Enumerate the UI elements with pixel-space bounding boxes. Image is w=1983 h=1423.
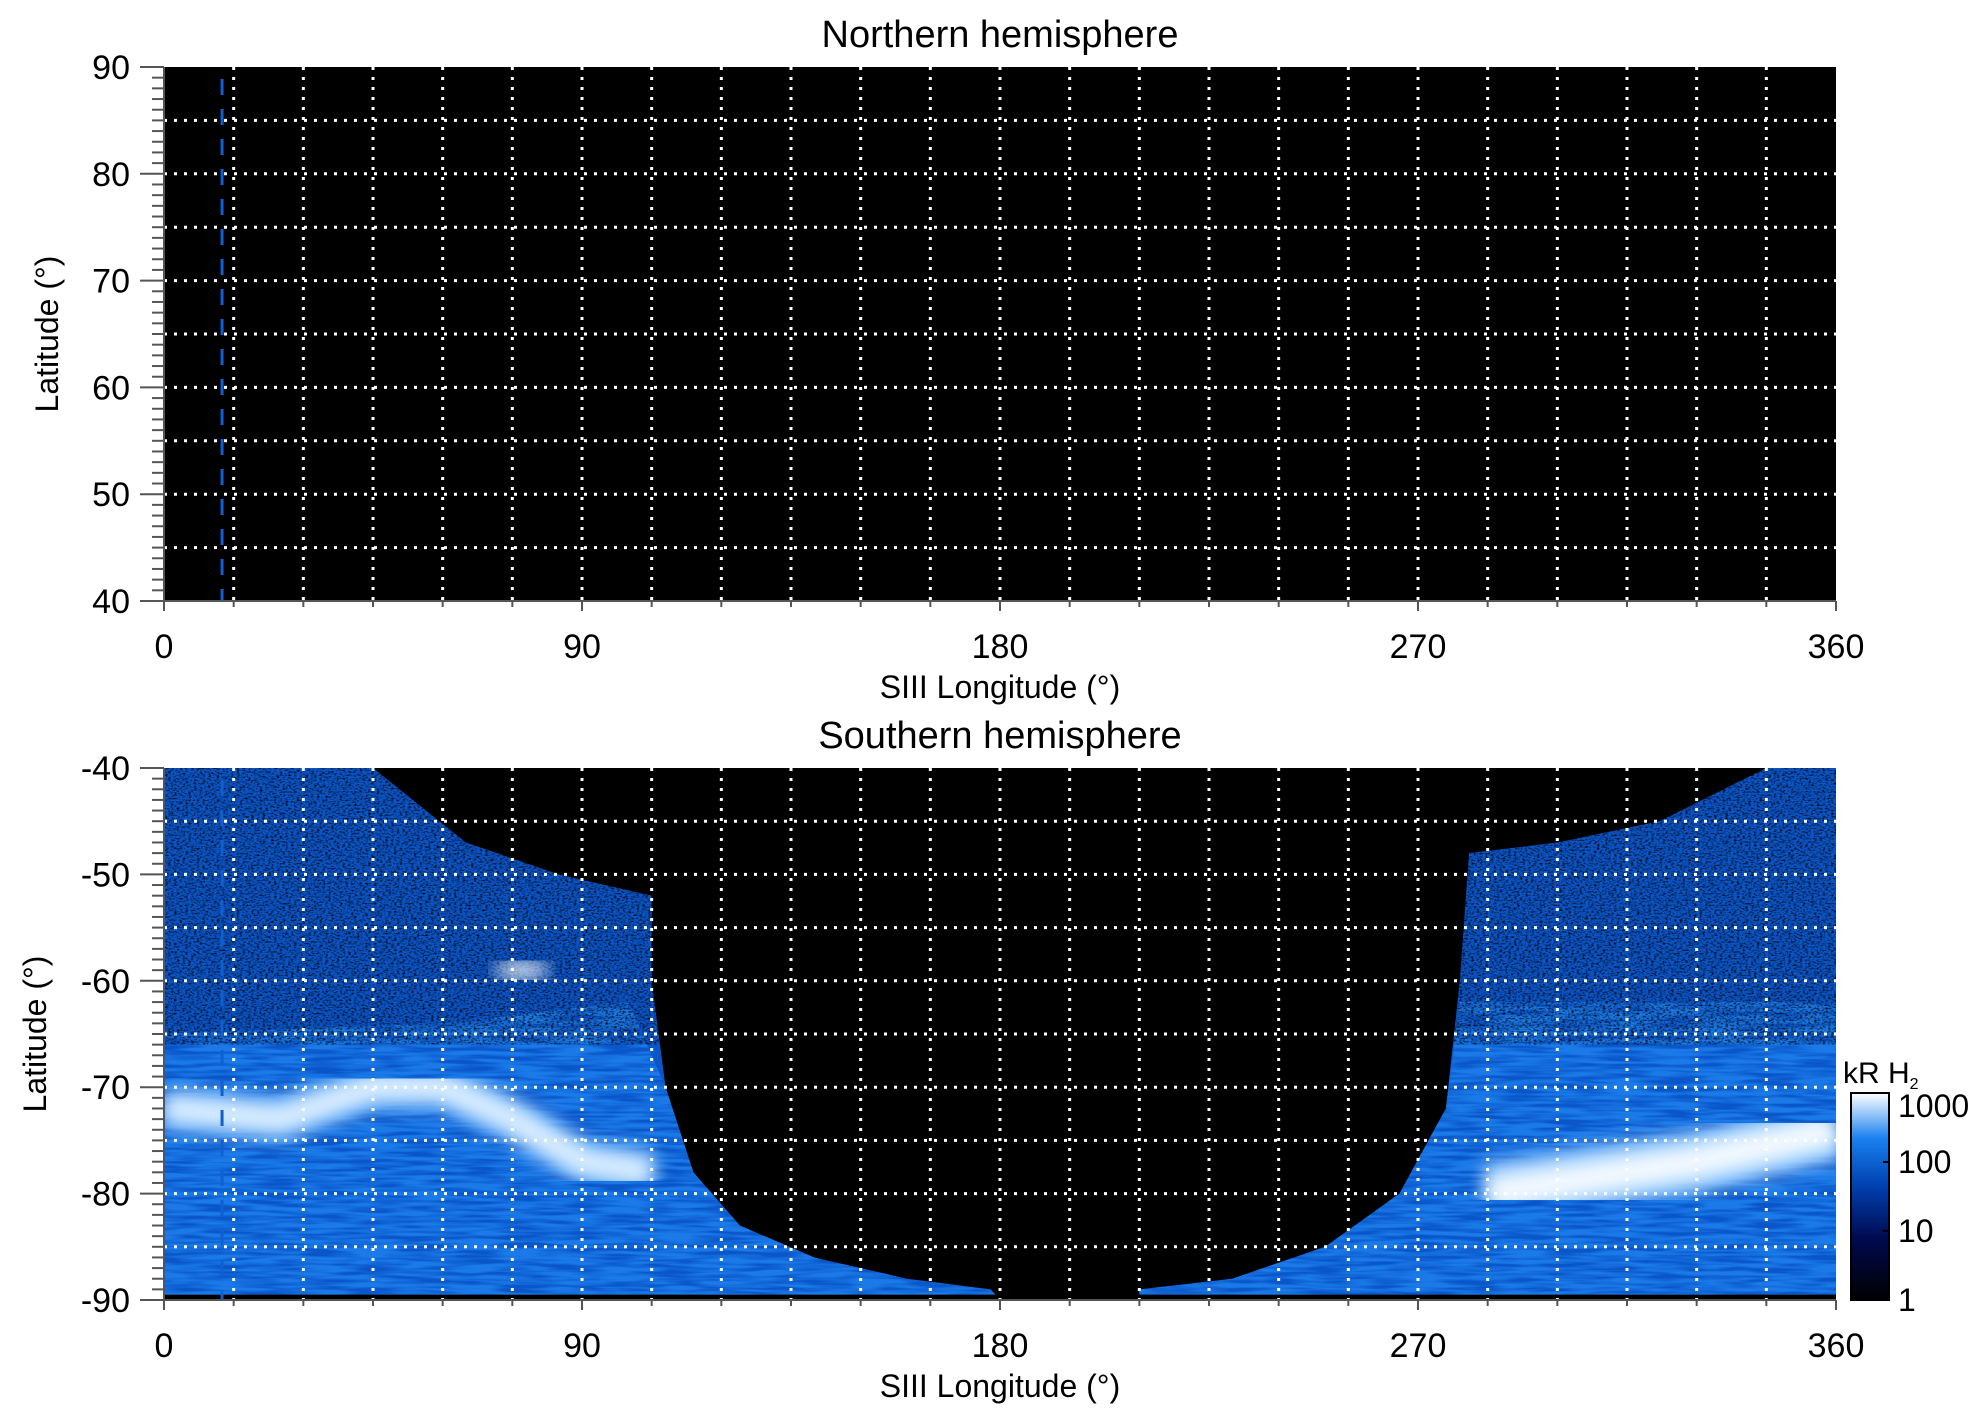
- panel-title: Southern hemisphere: [818, 715, 1181, 757]
- x-tick-label: 270: [1390, 1327, 1447, 1365]
- x-tick-label: 360: [1808, 1327, 1865, 1365]
- main-oval-core-right: [1485, 1115, 1836, 1209]
- x-tick-label: 180: [972, 1327, 1029, 1365]
- y-axis-label: Latitude (°): [29, 256, 65, 413]
- northern-hemisphere-panel: 0 90 180 270 360 40 50 60 70 80 90 Northern hemisph…: [29, 14, 1864, 705]
- x-tick-label: 180: [972, 628, 1029, 666]
- southern-hemisphere-panel: 0 90 180 270 360 -90 -80 -70 -60 -50 -40 Southern h…: [17, 715, 1864, 1404]
- colorbar-tick-label: 1000: [1898, 1088, 1969, 1124]
- colorbar: kR H2 1 10 100 1000: [1843, 1057, 1969, 1318]
- y-tick-label: 40: [92, 583, 130, 621]
- y-tick-label: 80: [92, 156, 130, 194]
- x-axis-label: SIII Longitude (°): [880, 669, 1120, 705]
- emission-lower-right: [1139, 1002, 1836, 1300]
- colorbar-tick-label: 100: [1898, 1144, 1951, 1180]
- x-tick-label: 90: [563, 1327, 601, 1365]
- y-tick-label: 50: [92, 476, 130, 514]
- x-tick-label: 270: [1390, 628, 1447, 666]
- y-tick-label: -40: [81, 750, 130, 788]
- y-tick-label: -70: [81, 1069, 130, 1107]
- colorbar-label: kR H2: [1843, 1057, 1919, 1093]
- x-axis-label: SIII Longitude (°): [880, 1368, 1120, 1404]
- colorbar-gradient: [1850, 1092, 1890, 1301]
- y-tick-label: -60: [81, 963, 130, 1001]
- bright-spot: [493, 962, 550, 979]
- x-tick-label: 0: [155, 628, 174, 666]
- colorbar-tick-label: 10: [1898, 1213, 1934, 1249]
- x-tick-label: 90: [563, 628, 601, 666]
- plot-background: [164, 67, 1836, 601]
- y-tick-label: 60: [92, 369, 130, 407]
- y-tick-label: -90: [81, 1282, 130, 1320]
- y-tick-label: -50: [81, 856, 130, 894]
- y-tick-label: 90: [92, 49, 130, 87]
- y-tick-label: 70: [92, 263, 130, 301]
- x-tick-label: 360: [1808, 628, 1865, 666]
- y-axis-label: Latitude (°): [17, 956, 53, 1113]
- y-tick-label: -80: [81, 1176, 130, 1214]
- main-oval-core-left: [164, 1080, 653, 1180]
- x-tick-label: 0: [155, 1327, 174, 1365]
- colorbar-tick-label: 1: [1898, 1282, 1916, 1318]
- pole-strip: [164, 1294, 1836, 1300]
- panel-title: Northern hemisphere: [822, 14, 1179, 56]
